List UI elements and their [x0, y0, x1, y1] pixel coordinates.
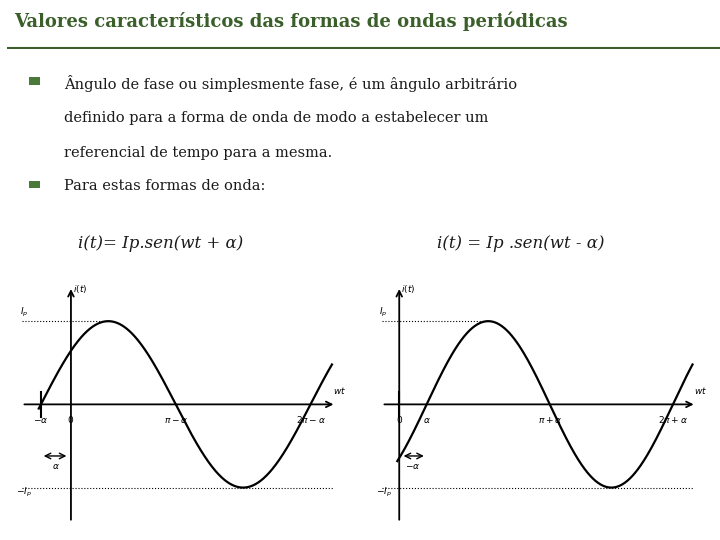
Text: $wt$: $wt$: [693, 386, 707, 396]
Text: $2\pi+\alpha$: $2\pi+\alpha$: [658, 414, 688, 424]
Text: Para estas formas de onda:: Para estas formas de onda:: [64, 179, 266, 193]
Text: $-\alpha$: $-\alpha$: [33, 416, 48, 424]
Text: referencial de tempo para a mesma.: referencial de tempo para a mesma.: [64, 146, 333, 160]
Text: Valores característicos das formas de ondas periódicas: Valores característicos das formas de on…: [14, 12, 568, 31]
Bar: [29, 181, 40, 187]
Bar: [29, 77, 40, 85]
Text: definido para a forma de onda de modo a estabelecer um: definido para a forma de onda de modo a …: [64, 111, 489, 125]
Text: $\pi-\alpha$: $\pi-\alpha$: [163, 416, 188, 424]
Text: $i(t)$: $i(t)$: [73, 283, 87, 295]
Text: $-I_p$: $-I_p$: [376, 485, 392, 499]
Text: $\alpha$: $\alpha$: [423, 416, 431, 424]
Text: i(t) = Ip .sen(wt - α): i(t) = Ip .sen(wt - α): [436, 234, 604, 252]
Text: $I_p$: $I_p$: [19, 306, 28, 319]
Text: Ângulo de fase ou simplesmente fase, é um ângulo arbitrário: Ângulo de fase ou simplesmente fase, é u…: [64, 75, 518, 92]
Text: $0$: $0$: [68, 414, 74, 424]
Text: $-I_p$: $-I_p$: [16, 485, 32, 499]
Text: $2\pi-\alpha$: $2\pi-\alpha$: [295, 414, 325, 424]
Text: $i(t)$: $i(t)$: [401, 283, 415, 295]
Text: $\pi+\alpha$: $\pi+\alpha$: [538, 415, 562, 424]
Text: i(t)= Ip.sen(wt + α): i(t)= Ip.sen(wt + α): [78, 234, 243, 252]
Text: $wt$: $wt$: [333, 386, 346, 396]
Text: $\alpha$: $\alpha$: [52, 462, 60, 471]
Text: $I_p$: $I_p$: [379, 306, 388, 319]
Text: $-\alpha$: $-\alpha$: [405, 462, 420, 471]
Text: $0$: $0$: [396, 414, 402, 424]
